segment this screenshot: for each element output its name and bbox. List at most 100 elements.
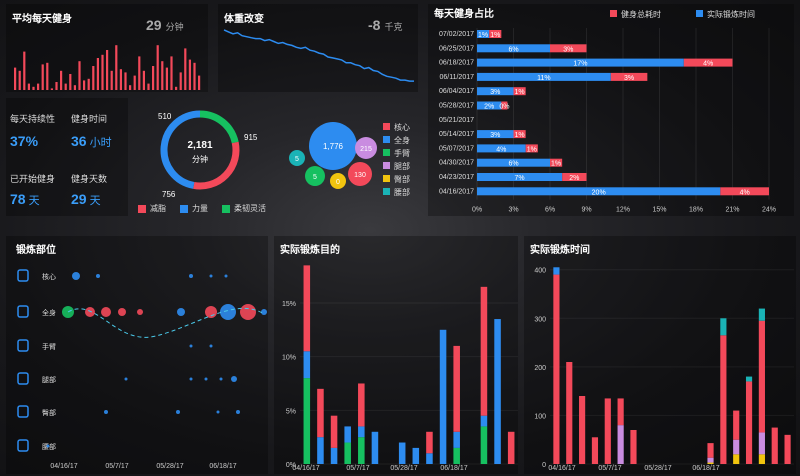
body-part-icon-4: [17, 405, 29, 418]
duration-xtick-3: 06/18/17: [692, 465, 719, 472]
duration-xtick-0: 04/16/17: [548, 465, 575, 472]
body-part-dot-12: [220, 304, 236, 320]
purpose-bar-13-2: [480, 286, 488, 416]
bubble-legend-label-4: 臀部: [394, 174, 410, 184]
avg-bar-40: [198, 75, 201, 90]
body-part-dot-3: [209, 274, 213, 278]
avg-bar-26: [133, 75, 136, 90]
legend-label-flex: 柔韧灵活: [234, 204, 266, 213]
bar-actual-5: [477, 101, 502, 110]
bar-total-label-7: 1%: [515, 132, 525, 139]
avg-bar-15: [83, 80, 86, 90]
avg-bar-21: [110, 70, 113, 90]
avg-bar-4: [32, 86, 35, 90]
duration-bar-17-2: [771, 427, 778, 464]
duration-ytick-4: 0: [542, 462, 546, 469]
avg-daily-value: 29 分钟: [146, 17, 184, 33]
duration-bar-5-2: [617, 398, 624, 426]
kpi-label-consistency: 每天持续性: [10, 114, 56, 124]
body-part-dot-19: [204, 377, 208, 381]
bar-total-1: [550, 44, 587, 53]
body-part-icon-2: [17, 339, 29, 352]
category-9: 04/30/2017: [439, 160, 474, 167]
xtick-5: 15%: [652, 207, 666, 214]
avg-bar-29: [147, 83, 150, 90]
duration-bar-13-2: [720, 335, 727, 464]
bar-actual-label-3: 11%: [537, 75, 551, 82]
donut-segment-2: [160, 110, 201, 189]
purpose-bar-2-2: [330, 415, 338, 448]
donut-label-1: 915: [244, 133, 258, 142]
duration-bar-13-4: [720, 318, 727, 336]
kpi-value-started: 78 天: [10, 191, 40, 208]
donut-segment-0: [199, 110, 239, 144]
kpi-number-time: 36: [71, 133, 87, 149]
body-part-dot-17: [124, 377, 128, 381]
kpi-unit-days: 天: [89, 195, 101, 207]
purpose-bar-11-1: [453, 431, 460, 448]
bar-total-4: [513, 87, 526, 96]
bar-actual-label-5: 2%: [484, 104, 494, 111]
duration-bar-1-2: [566, 362, 573, 464]
donut-total: 2,181: [187, 140, 212, 151]
bubble-legend-swatch-0: [383, 123, 390, 130]
body-part-label-3: 腿部: [42, 375, 56, 384]
weight-line-chart: [223, 29, 414, 82]
category-0: 07/02/2017: [439, 31, 474, 38]
duration-bar-14-0: [733, 454, 740, 464]
body-part-dot-8: [118, 308, 126, 316]
category-11: 04/16/2017: [439, 188, 474, 195]
bubble-label-5: 0: [336, 179, 340, 186]
purpose-bar-0-2: [303, 265, 311, 352]
avg-bar-13: [73, 85, 76, 90]
duration-ytick-3: 100: [534, 413, 546, 420]
avg-bar-14: [78, 61, 81, 90]
avg-bar-37: [184, 48, 187, 90]
duration-chart: 实际锻炼时间 400 300 200 100 0 04/16/17 05/7/17 05/28/…: [530, 243, 794, 472]
category-2: 06/18/2017: [439, 60, 474, 67]
body-part-icon-3: [17, 372, 29, 385]
bubble-3: [289, 150, 305, 166]
purpose-bar-3-1: [344, 426, 351, 443]
kpi-value-consistency: 37%: [10, 133, 38, 149]
avg-bar-12: [69, 74, 72, 90]
body-part-dot-13: [240, 304, 256, 320]
avg-bar-11: [64, 83, 67, 90]
purpose-xtick-0: 04/16/17: [292, 465, 319, 472]
avg-bar-16: [87, 78, 90, 90]
purpose-bar-5-1: [371, 431, 379, 464]
body-parts-panel: [6, 236, 268, 474]
purpose-bar-9-2: [426, 431, 433, 454]
purpose-bar-4-1: [358, 426, 365, 438]
body-part-dot-21: [231, 376, 237, 382]
avg-bar-1: [18, 70, 21, 90]
duration-bar-18-2: [784, 434, 791, 464]
weight-panel: [218, 4, 418, 92]
kpi-value-days: 29 天: [71, 191, 101, 208]
category-10: 04/23/2017: [439, 174, 474, 181]
purpose-bar-14-1: [494, 319, 501, 464]
legend-swatch-actual: [696, 10, 703, 17]
avg-bar-0: [14, 67, 17, 90]
duration-bar-12-2: [707, 443, 714, 458]
avg-bar-34: [170, 56, 173, 90]
avg-bar-27: [138, 56, 141, 90]
avg-bar-18: [96, 58, 99, 90]
purpose-bar-9-1: [426, 453, 433, 464]
bar-total-label-3: 3%: [624, 75, 634, 82]
bar-total-label-10: 2%: [569, 175, 579, 182]
body-part-label-2: 手臂: [42, 342, 56, 351]
purpose-bar-3-0: [344, 442, 351, 464]
bar-total-label-5: 0%: [499, 104, 509, 111]
avg-bar-28: [142, 70, 145, 90]
xtick-3: 9%: [581, 207, 591, 214]
duration-bar-5-1: [617, 425, 624, 464]
body-parts-title: 锻炼部位: [16, 243, 56, 256]
kpi-label-time: 健身时间: [71, 114, 108, 124]
purpose-xtick-2: 05/28/17: [390, 465, 417, 472]
bar-total-0: [489, 30, 502, 38]
avg-bar-7: [46, 62, 49, 90]
xtick-0: 0%: [472, 207, 482, 214]
bar-total-5: [501, 101, 508, 110]
